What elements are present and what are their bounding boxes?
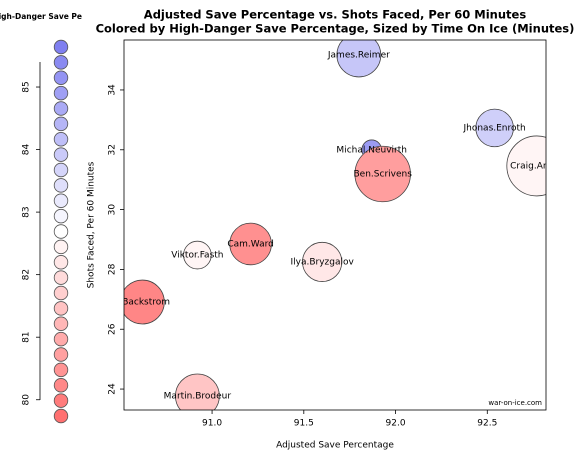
colorbar-swatch <box>53 39 69 55</box>
colorbar-swatch <box>53 162 69 178</box>
bubble <box>175 373 220 410</box>
point-label: Martin.Brodeur <box>164 391 232 401</box>
colorbar-swatch <box>53 178 69 193</box>
y-tick-label: 24 <box>108 383 118 395</box>
bubble <box>506 135 546 197</box>
bubble <box>336 40 382 78</box>
point-label: Cam.Ward <box>227 239 274 249</box>
bubble <box>229 222 272 266</box>
colorbar-swatch <box>53 255 69 270</box>
bubble <box>183 240 212 270</box>
colorbar-swatch <box>53 331 69 347</box>
colorbar-swatch <box>53 85 69 101</box>
point-label: James.Reimer <box>327 50 390 60</box>
colorbar-swatch <box>53 347 69 362</box>
point-label: s.Backstrom <box>115 298 170 308</box>
colorbar-swatch <box>53 208 69 224</box>
point-label: Michal.Neuvirth <box>336 145 407 155</box>
chart-title: Adjusted Save Percentage vs. Shots Faced… <box>144 8 527 22</box>
colorbar-tick-label: 84 <box>22 144 32 156</box>
colorbar-tick-label: 83 <box>22 206 32 217</box>
point-label: Viktor.Fasth <box>171 251 223 261</box>
point-label: Craig.Ander <box>510 161 564 171</box>
colorbar-swatch <box>53 239 69 255</box>
colorbar-swatch <box>53 193 69 208</box>
colorbar-swatch <box>53 55 69 70</box>
y-tick-label: 34 <box>108 84 118 96</box>
bubble <box>475 108 514 148</box>
x-tick-label: 92.0 <box>386 419 406 429</box>
colorbar-swatch <box>53 70 69 85</box>
x-axis-label: Adjusted Save Percentage <box>276 441 394 451</box>
colorbar-swatch <box>53 301 69 316</box>
y-tick-label: 30 <box>108 204 118 216</box>
colorbar-swatch <box>53 393 69 408</box>
watermark: war-on-ice.com <box>488 399 542 407</box>
colorbar-swatch <box>53 224 69 239</box>
point-label: Ilya.Bryzgalov <box>290 257 354 267</box>
colorbar-swatch <box>53 132 69 147</box>
colorbar-swatch <box>53 270 69 285</box>
colorbar-swatch <box>53 116 69 132</box>
colorbar-swatch <box>53 378 69 393</box>
point-label: Ben.Scrivens <box>354 170 413 180</box>
colorbar-swatch <box>53 101 69 116</box>
colorbar-title: igh-Danger Save Pe <box>0 12 82 21</box>
colorbar-swatch <box>53 147 69 162</box>
x-tick-label: 91.5 <box>294 419 314 429</box>
colorbar-tick-label: 85 <box>22 81 32 92</box>
colorbar-swatch <box>53 316 69 331</box>
colorbar-swatch <box>53 362 69 378</box>
x-tick-label: 91.0 <box>202 419 222 429</box>
colorbar-tick-label: 81 <box>22 331 32 342</box>
y-tick-label: 26 <box>108 323 118 335</box>
colorbar-tick-label: 80 <box>22 394 32 406</box>
chart-subtitle: Colored by High-Danger Save Percentage, … <box>96 22 575 36</box>
colorbar-swatch <box>53 408 69 424</box>
bubble <box>124 279 165 325</box>
bubble <box>354 145 411 203</box>
bubble <box>302 241 343 282</box>
point-label: Jhonas.Enroth <box>462 123 525 133</box>
colorbar-swatch <box>53 285 69 301</box>
plot-frame <box>123 39 547 411</box>
y-axis-label: Shots Faced, Per 60 Minutes <box>87 161 97 288</box>
colorbar-tick-label: 82 <box>22 269 32 280</box>
y-tick-label: 32 <box>108 144 118 155</box>
y-tick-label: 28 <box>108 263 118 275</box>
x-tick-label: 92.5 <box>477 419 497 429</box>
